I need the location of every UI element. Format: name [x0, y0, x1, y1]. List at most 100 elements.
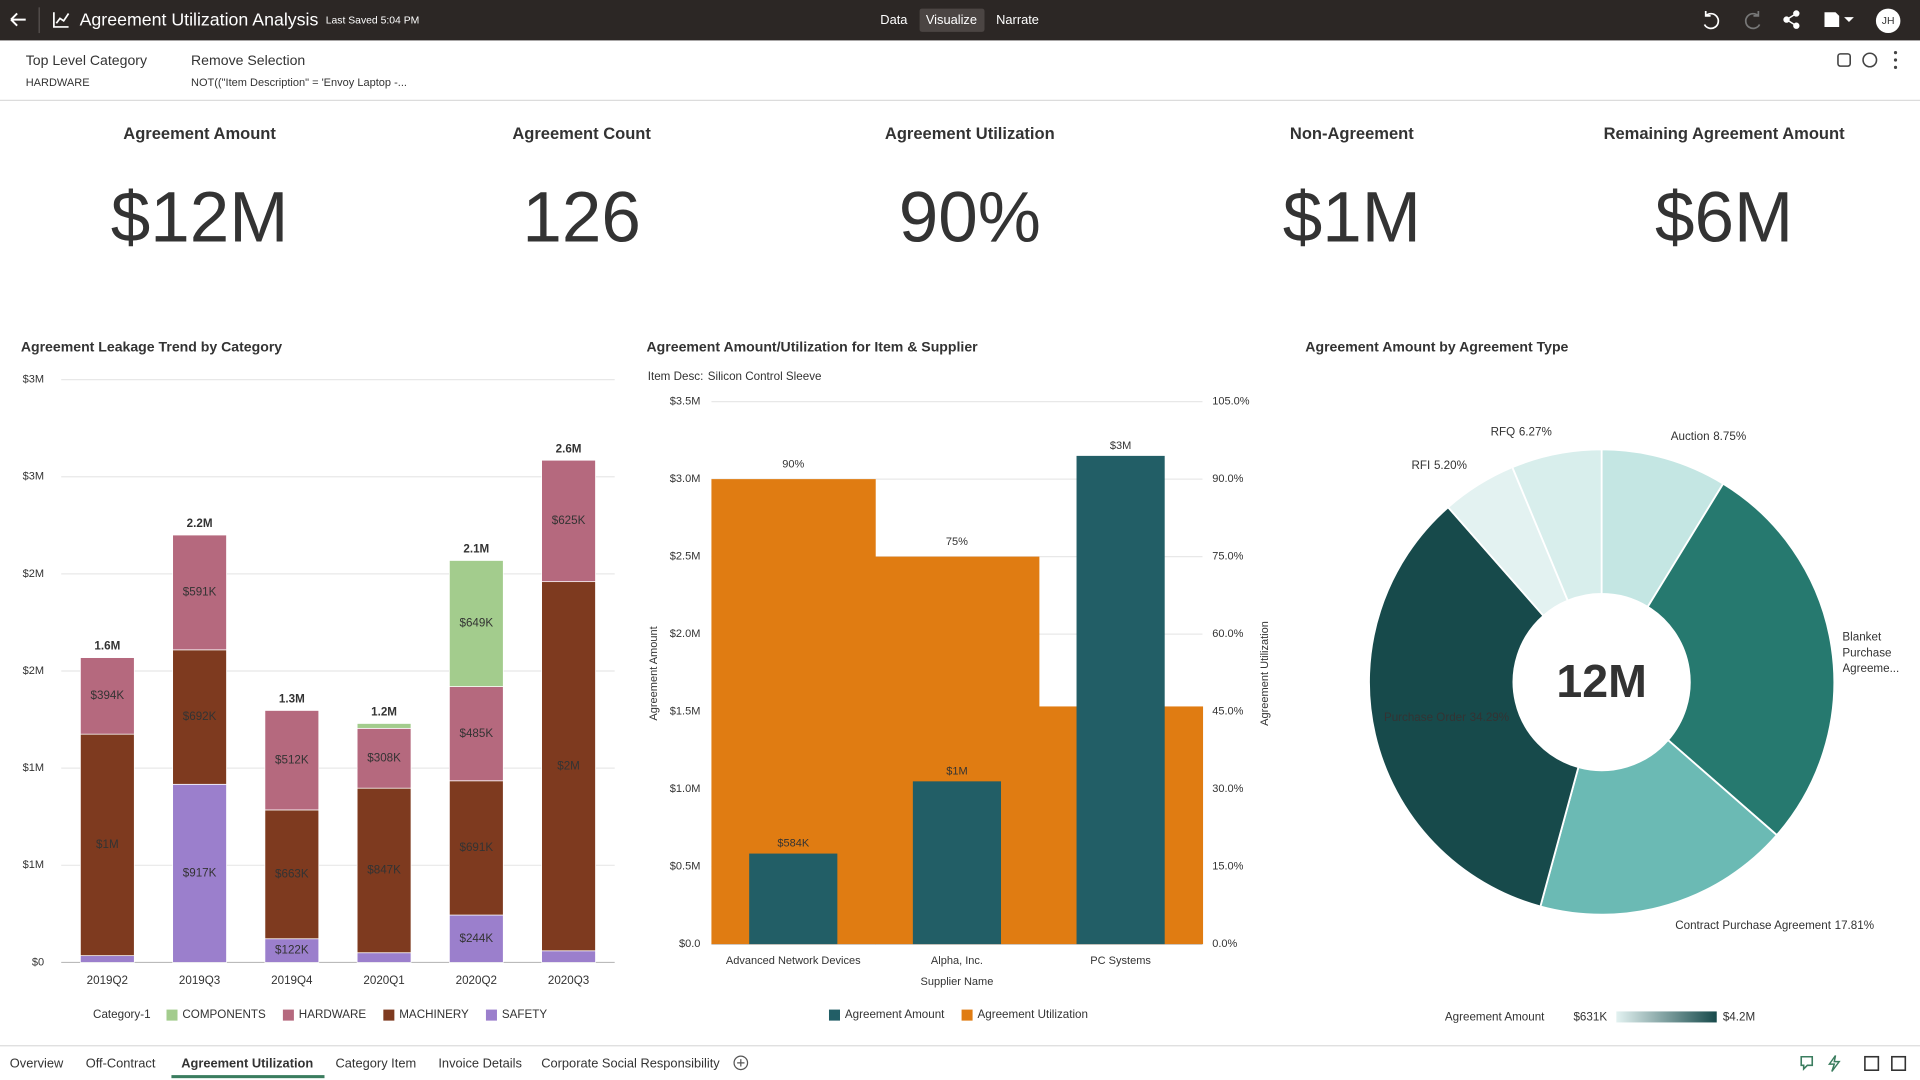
- add-tab[interactable]: [733, 1055, 749, 1071]
- bar: [1076, 455, 1165, 945]
- bar-segment: [356, 727, 412, 789]
- slice-name: RFI: [1412, 459, 1431, 472]
- slice-value: 6.27%: [1519, 425, 1552, 438]
- y-tick-label: $1M: [23, 859, 44, 871]
- footer-icon[interactable]: [1827, 1055, 1841, 1072]
- y-tick-label: $3.5M: [670, 396, 701, 408]
- slice-name: Auction: [1671, 430, 1710, 443]
- filter-label[interactable]: Top Level Category: [26, 52, 148, 68]
- data-label: $512K: [275, 753, 309, 766]
- data-label: $917K: [183, 866, 217, 879]
- bar-segment: [356, 787, 412, 954]
- x-tick-label: 2020Q1: [363, 974, 404, 987]
- avatar[interactable]: [1875, 8, 1901, 34]
- donut-slice: [1511, 448, 1603, 602]
- legend-label: Agreement Amount: [845, 1008, 945, 1021]
- x-tick-label: 2019Q4: [271, 974, 313, 987]
- legend-label: HARDWARE: [299, 1008, 367, 1021]
- legend-swatch: [282, 1009, 294, 1021]
- y-tick-label: $1.5M: [670, 706, 701, 718]
- total-label: 1.2M: [371, 706, 397, 719]
- total-label: 2.2M: [187, 517, 213, 530]
- kpi-label: Remaining Agreement Amount: [1604, 124, 1846, 143]
- filter-label[interactable]: Remove Selection: [191, 52, 305, 68]
- share-button[interactable]: [1783, 10, 1800, 29]
- slice-name: RFQ: [1491, 425, 1516, 438]
- bar-segment: [172, 534, 227, 651]
- kpi-label: Non-Agreement: [1290, 124, 1414, 143]
- y2-tick-label: 45.0%: [1212, 706, 1243, 718]
- sheet-tab[interactable]: Agreement Utilization: [181, 1055, 313, 1070]
- kpi-value: $1M: [1283, 179, 1421, 258]
- bar-segment: [80, 733, 135, 957]
- data-label: $308K: [367, 751, 401, 764]
- data-label: $2M: [557, 759, 580, 772]
- filter-value: HARDWARE: [26, 77, 90, 89]
- sheet-tab[interactable]: Corporate Social Responsibility: [541, 1055, 720, 1070]
- toolbar-icon[interactable]: [1862, 52, 1878, 68]
- footer-icon[interactable]: [1891, 1055, 1907, 1072]
- y2-tick-label: 30.0%: [1212, 783, 1243, 795]
- bar-segment: [80, 955, 135, 963]
- bar-segment: [356, 952, 412, 963]
- chart-title: Agreement Leakage Trend by Category: [21, 338, 282, 354]
- page-title: Agreement Utilization Analysis: [80, 10, 319, 30]
- slice-label: Auction 8.75%: [1671, 430, 1746, 443]
- data-label: $122K: [275, 944, 309, 957]
- save-button[interactable]: [1824, 12, 1840, 27]
- kpi-value: $12M: [111, 179, 289, 258]
- data-label: $649K: [460, 617, 494, 630]
- slice-name: Contract Purchase Agreement: [1675, 919, 1831, 932]
- sheet-tab[interactable]: Overview: [10, 1055, 64, 1070]
- legend-swatch: [961, 1009, 973, 1021]
- y-tick-label: $1.0M: [670, 783, 701, 795]
- y-axis-title: Agreement Amount: [648, 626, 660, 720]
- data-label: $394K: [91, 689, 125, 702]
- y2-tick-label: 15.0%: [1212, 860, 1243, 872]
- legend-label: SAFETY: [502, 1008, 547, 1021]
- undo-button[interactable]: [1703, 11, 1720, 30]
- y-tick-label: $3M: [23, 471, 44, 483]
- footer-icon[interactable]: [1864, 1055, 1880, 1072]
- redo-button[interactable]: [1744, 11, 1761, 30]
- mode-tab[interactable]: Data: [880, 12, 908, 27]
- slice-value: 5.20%: [1434, 459, 1467, 472]
- y2-tick-label: 105.0%: [1212, 396, 1250, 408]
- bar-segment: [449, 686, 504, 782]
- x-tick-label: 2020Q3: [548, 974, 589, 987]
- y2-tick-label: 75.0%: [1212, 551, 1243, 563]
- bar-segment: [172, 783, 227, 963]
- save-menu[interactable]: [1844, 17, 1854, 23]
- sheet-tab[interactable]: Invoice Details: [438, 1055, 522, 1070]
- bar-segment: [356, 723, 412, 729]
- color-scale-max: $4.2M: [1723, 1011, 1755, 1024]
- footer-icon[interactable]: [1800, 1055, 1814, 1071]
- kpi-label: Agreement Count: [512, 124, 651, 143]
- bar-segment: [541, 459, 596, 583]
- app-icon: [53, 12, 70, 28]
- data-label: $625K: [552, 514, 586, 527]
- bar: [912, 781, 1002, 945]
- back-button[interactable]: [10, 12, 26, 27]
- kpi-value: 126: [522, 179, 641, 258]
- slice-value: 8.75%: [1713, 430, 1746, 443]
- y-tick-label: $0.5M: [670, 860, 701, 872]
- sheet-tab[interactable]: Off-Contract: [86, 1055, 156, 1070]
- bar-segment: [541, 581, 596, 952]
- toolbar-icon[interactable]: [1837, 53, 1851, 67]
- data-label: $584K: [777, 838, 810, 850]
- avatar-initials: JH: [1882, 16, 1895, 27]
- more-menu[interactable]: [1893, 51, 1898, 69]
- y-tick-label: $1M: [23, 762, 44, 774]
- chart-title: Agreement Amount/Utilization for Item & …: [647, 338, 979, 354]
- slice-label: RFI 5.20%: [1412, 459, 1467, 472]
- legend-swatch: [828, 1009, 840, 1021]
- active-tab-bg: [919, 8, 985, 32]
- data-label: $1M: [96, 838, 119, 851]
- sheet-tab[interactable]: Category Item: [336, 1055, 417, 1070]
- x-tick-label: Alpha, Inc.: [931, 955, 983, 967]
- data-label: 75%: [946, 536, 968, 548]
- mode-tab[interactable]: Visualize: [926, 12, 977, 27]
- mode-tab[interactable]: Narrate: [996, 12, 1039, 27]
